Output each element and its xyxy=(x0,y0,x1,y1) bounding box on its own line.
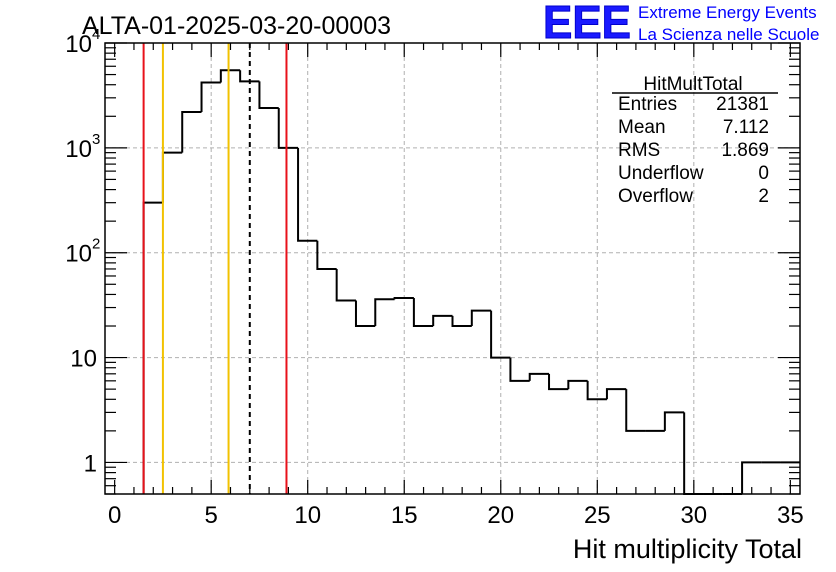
histogram-bin xyxy=(451,315,472,328)
x-tick-label: 10 xyxy=(294,502,321,529)
stats-row-label: Overflow xyxy=(618,186,693,207)
x-tick-labels: 0 5 10 15 20 25 30 35 xyxy=(108,502,804,529)
histogram-bin xyxy=(297,147,318,242)
histogram-bin xyxy=(239,70,260,83)
histogram-bin xyxy=(374,298,395,327)
stats-box: HitMultTotal Entries 21381 Mean 7.112 RMS 1.8… xyxy=(612,74,778,207)
markers xyxy=(142,43,288,494)
histogram-bin xyxy=(470,309,492,327)
x-tick-label: 25 xyxy=(584,502,611,529)
histogram-bin xyxy=(277,107,299,149)
x-tick-label: 35 xyxy=(777,502,804,529)
stats-row-value: 21381 xyxy=(716,94,769,115)
y-tick-exponent: 3 xyxy=(92,131,100,148)
histogram-bin xyxy=(316,240,337,270)
eee-logo: EEE Extreme Energy Events La Scienza nel… xyxy=(543,0,820,49)
logo-line-1: Extreme Energy Events xyxy=(638,3,817,22)
x-tick-label: 30 xyxy=(680,502,707,529)
y-tick-label: 10 xyxy=(65,31,92,58)
eee-logo-mark: EEE xyxy=(543,0,631,48)
histogram-bin xyxy=(663,411,685,431)
histogram-bin xyxy=(528,372,550,381)
histogram-bin xyxy=(567,379,588,390)
ticks xyxy=(105,42,800,495)
histogram-bin xyxy=(200,81,221,112)
grid xyxy=(105,42,800,494)
chart-title: ALTA-01-2025-03-20-00003 xyxy=(82,12,391,40)
stats-row-label: Underflow xyxy=(618,163,704,184)
stats-title: HitMultTotal xyxy=(643,74,742,95)
stats-row-label: RMS xyxy=(618,140,660,161)
histogram xyxy=(142,69,800,495)
stats-row-value: 0 xyxy=(758,163,769,184)
histogram-bin xyxy=(354,300,376,328)
histogram-bin xyxy=(490,310,511,359)
x-tick-label: 20 xyxy=(487,502,514,529)
histogram-bin xyxy=(393,296,414,300)
x-axis-title: Hit multiplicity Total xyxy=(573,534,802,564)
histogram-bin xyxy=(741,461,762,494)
stats-row-value: 7.112 xyxy=(723,117,769,138)
stats-row-label: Mean xyxy=(618,117,666,138)
x-tick-label: 0 xyxy=(108,502,121,529)
histogram-bin xyxy=(161,151,183,203)
y-tick-exponent: 4 xyxy=(92,26,100,43)
y-tick-label: 1 xyxy=(84,450,97,477)
histogram-bin xyxy=(219,69,241,83)
histogram-bin xyxy=(432,314,453,327)
frame xyxy=(104,42,801,495)
histogram-bin xyxy=(142,201,163,494)
y-tick-label: 10 xyxy=(65,241,92,268)
logo-line-2: La Scienza nelle Scuole xyxy=(638,25,819,44)
y-tick-exponent: 2 xyxy=(92,236,100,253)
x-tick-label: 15 xyxy=(391,502,418,529)
histogram-bin xyxy=(509,357,530,382)
stats-row-value: 1.869 xyxy=(721,140,769,161)
x-tick-label: 5 xyxy=(205,502,218,529)
stats-row-label: Entries xyxy=(618,94,677,115)
histogram-bin xyxy=(335,268,356,302)
stats-rows: Entries 21381 Mean 7.112 RMS 1.869 Underflow 0 O… xyxy=(618,94,769,207)
y-tick-label: 10 xyxy=(65,136,92,163)
histogram-bin xyxy=(625,389,646,432)
histogram-bin xyxy=(258,81,279,109)
histogram-bin xyxy=(548,373,569,391)
histogram-bin xyxy=(181,110,202,153)
histogram-bin xyxy=(586,380,607,401)
stats-row-value: 2 xyxy=(758,186,769,207)
y-tick-label: 10 xyxy=(70,346,97,373)
histogram-bin xyxy=(412,297,434,328)
histogram-bin xyxy=(605,388,627,400)
plot-frame xyxy=(104,42,801,495)
